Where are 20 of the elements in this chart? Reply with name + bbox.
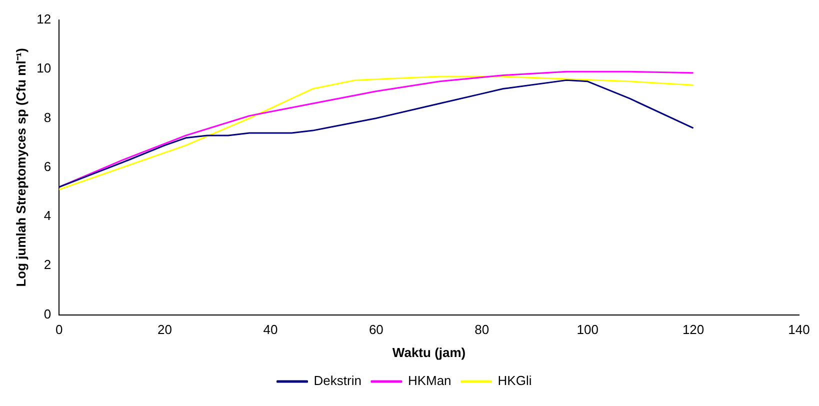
y-tick-label: 0 — [44, 306, 52, 322]
x-tick-label: 140 — [788, 322, 810, 338]
x-tick-label: 120 — [682, 322, 704, 338]
x-tick-label: 40 — [263, 322, 278, 338]
y-tick-label: 10 — [36, 60, 52, 76]
y-tick-label: 6 — [44, 158, 52, 174]
x-axis-title: Waktu (jam) — [392, 344, 466, 360]
legend-label: Dekstrin — [314, 373, 362, 388]
x-tick-label: 80 — [474, 322, 490, 338]
y-tick-label: 4 — [44, 208, 52, 224]
legend-label: HKGli — [498, 373, 532, 388]
legend-label: HKMan — [408, 373, 452, 388]
y-tick-label: 8 — [44, 110, 52, 125]
x-tick-label: 60 — [368, 322, 384, 338]
x-tick-label: 0 — [55, 322, 63, 338]
x-tick-label: 100 — [576, 322, 598, 338]
x-tick-label: 20 — [158, 322, 172, 338]
y-axis-title: Log jumlah Streptomyces sp (Cfu ml⁻¹) — [13, 48, 28, 287]
y-tick-label: 2 — [44, 257, 52, 272]
y-tick-label: 12 — [36, 12, 52, 27]
